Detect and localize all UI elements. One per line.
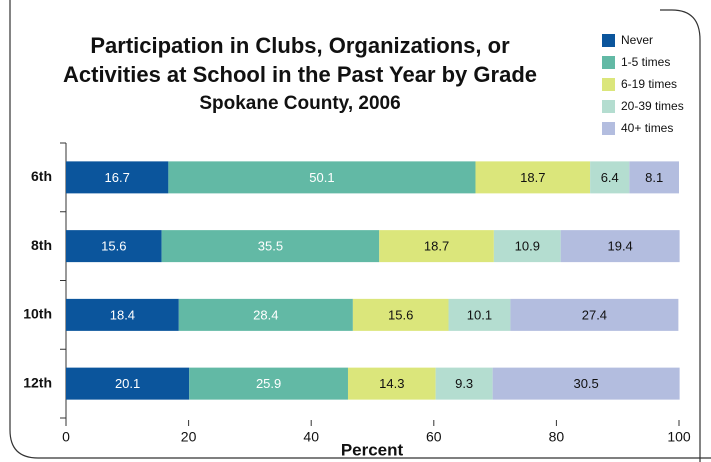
bar-segment [379,230,494,263]
legend-swatch [602,78,615,91]
legend-label: 6-19 times [621,77,677,91]
legend-label: 20-39 times [621,99,684,113]
data-label: 18.7 [424,239,449,254]
x-axis-title: Percent [341,440,404,459]
legend-label: 1-5 times [621,55,670,69]
bar-segment [435,367,493,400]
bar-segment [189,367,348,400]
data-label: 10.9 [515,239,540,254]
data-label: 16.7 [105,170,130,185]
x-tick-label: 60 [426,429,442,445]
x-tick-label: 0 [62,429,70,445]
bar-segment [66,298,179,331]
legend-swatch [602,122,615,135]
bar-segment [66,230,162,263]
bar-segment [178,298,353,331]
y-tick-label: 10th [23,306,52,322]
chart-title: Activities at School in the Past Year by… [63,62,537,87]
data-label: 20.1 [115,376,140,391]
bar-segment [347,367,436,400]
data-label: 14.3 [379,376,404,391]
data-label: 30.5 [573,376,598,391]
bar-segment [475,161,591,194]
data-label: 15.6 [388,307,413,322]
x-tick-label: 80 [549,429,565,445]
bar-segment [352,298,449,331]
x-tick-label: 40 [303,429,319,445]
legend-swatch [602,100,615,113]
legend-label: Never [621,33,653,47]
x-tick-label: 100 [667,429,691,445]
x-tick-label: 20 [181,429,197,445]
frame [9,0,711,462]
data-label: 18.4 [110,307,135,322]
chart-subtitle: Spokane County, 2006 [199,93,400,114]
chart-title: Participation in Clubs, Organizations, o… [90,33,510,58]
legend-label: 40+ times [621,121,673,135]
data-label: 27.4 [582,307,607,322]
bar-segment [161,230,380,263]
data-label: 8.1 [645,170,663,185]
y-tick-label: 8th [31,237,52,253]
bar-segment [493,230,561,263]
data-label: 10.1 [467,307,492,322]
legend-swatch [602,34,615,47]
bar-segment [590,161,630,194]
bar-segment [66,161,169,194]
y-tick-label: 12th [23,374,52,390]
legend-swatch [602,56,615,69]
y-tick-label: 6th [31,168,52,184]
bar-segment [492,367,680,400]
bar-segment [629,161,679,194]
bar-segment [168,161,476,194]
data-label: 15.6 [101,239,126,254]
data-label: 50.1 [309,170,334,185]
bar-segment [510,298,679,331]
data-label: 9.3 [455,376,473,391]
bar-segment [66,367,190,400]
data-label: 6.4 [601,170,619,185]
data-label: 35.5 [258,239,283,254]
bar-segment [448,298,511,331]
data-label: 25.9 [256,376,281,391]
bar-segment [560,230,680,263]
data-label: 18.7 [520,170,545,185]
data-label: 19.4 [607,239,632,254]
data-label: 28.4 [253,307,278,322]
